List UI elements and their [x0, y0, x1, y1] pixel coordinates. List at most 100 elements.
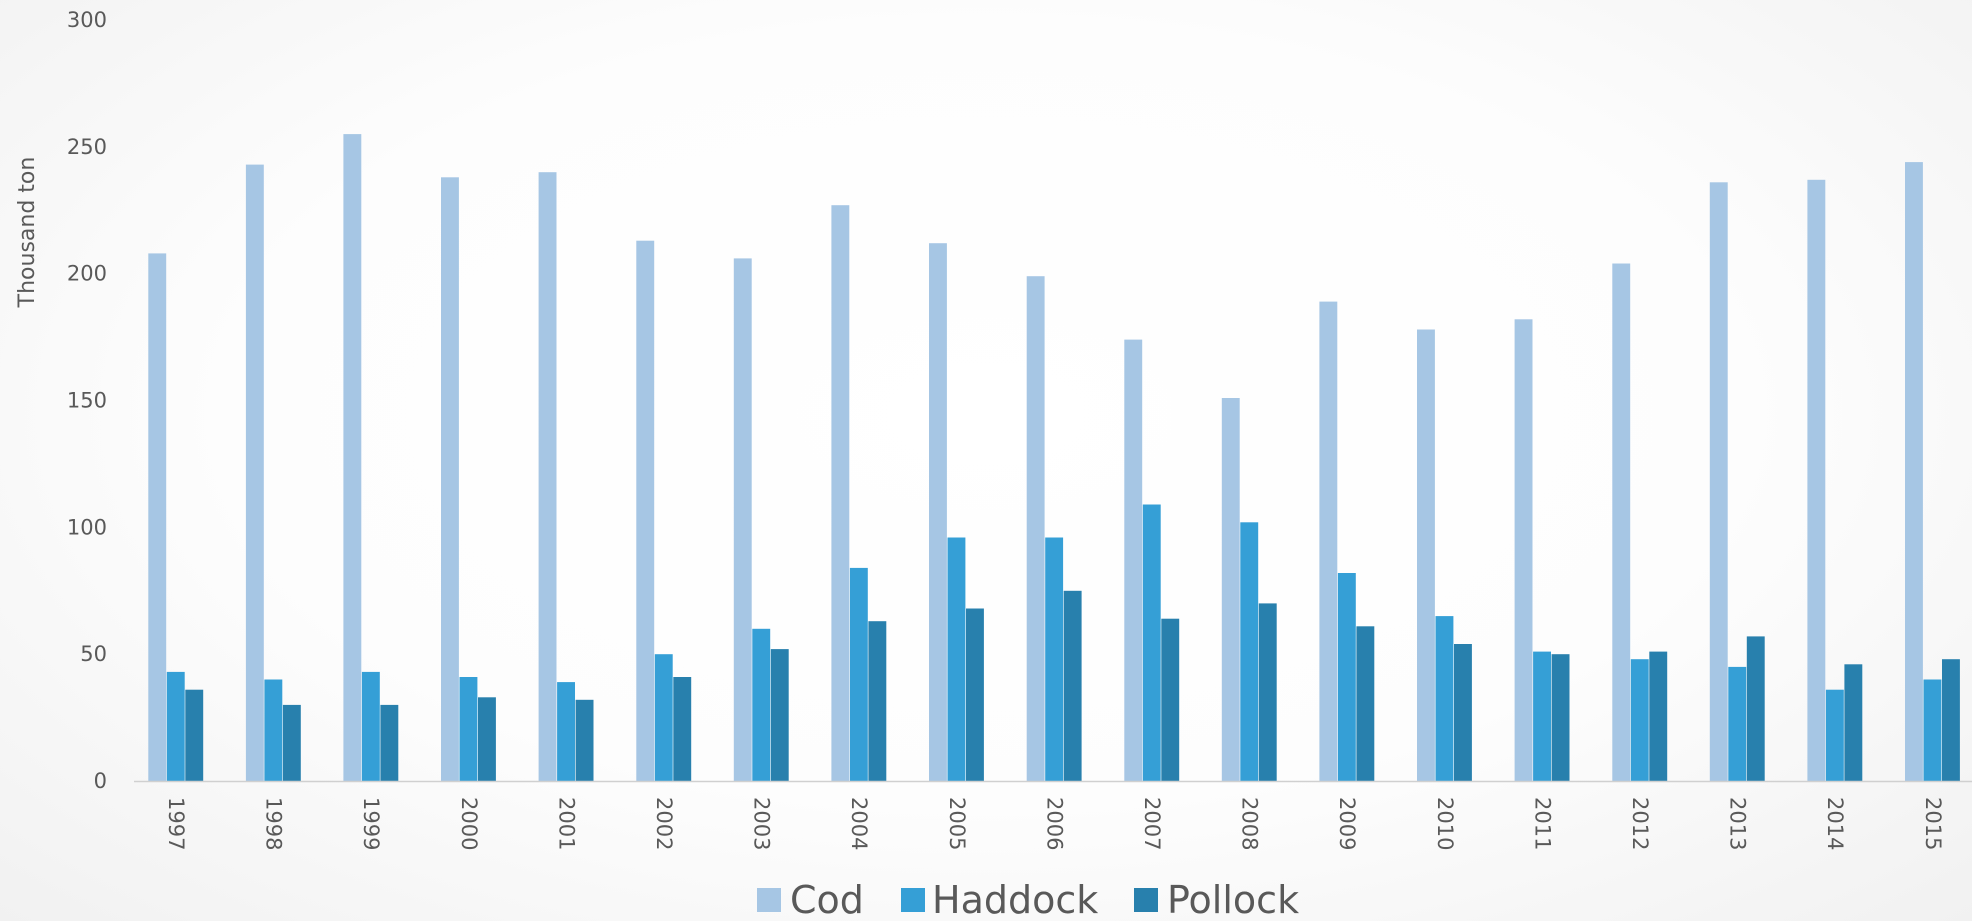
bar-group-2000 — [441, 177, 496, 782]
x-tick-label: 2010 — [1433, 797, 1457, 850]
legend-label: Cod — [790, 878, 864, 921]
bar-haddock-2003 — [752, 628, 771, 781]
legend-swatch — [1134, 888, 1158, 912]
bar-cod-1999 — [343, 134, 362, 782]
bars-layer — [148, 134, 1960, 782]
bar-cod-2006 — [1026, 276, 1045, 781]
bar-haddock-2007 — [1142, 504, 1161, 781]
legend-item-cod: Cod — [757, 878, 864, 921]
bar-haddock-2006 — [1045, 537, 1064, 781]
bar-group-1999 — [343, 134, 399, 782]
x-tick-label: 2006 — [1042, 797, 1066, 850]
bar-haddock-1998 — [264, 679, 283, 781]
bar-pollock-2008 — [1258, 603, 1277, 781]
bar-group-2006 — [1026, 276, 1082, 782]
bar-cod-2013 — [1709, 182, 1728, 782]
bar-cod-2002 — [636, 240, 655, 781]
legend-swatch — [757, 888, 781, 912]
bar-group-2015 — [1905, 162, 1960, 782]
bar-group-2007 — [1124, 339, 1180, 781]
x-tick-label: 2014 — [1823, 797, 1847, 850]
x-tick-label: 2001 — [554, 797, 578, 850]
x-tick-label: 1998 — [262, 797, 286, 850]
bar-haddock-2001 — [557, 682, 575, 781]
bar-pollock-2011 — [1551, 654, 1570, 781]
bar-pollock-1999 — [380, 704, 399, 781]
bar-haddock-2002 — [654, 654, 673, 781]
y-tick-label: 50 — [80, 642, 107, 666]
y-tick-label: 200 — [67, 262, 107, 286]
bar-cod-2000 — [441, 177, 459, 782]
bar-haddock-2012 — [1630, 659, 1649, 781]
bar-haddock-2011 — [1533, 651, 1551, 781]
bar-cod-2015 — [1905, 162, 1923, 782]
x-tick-label: 2000 — [457, 797, 481, 850]
bar-group-2009 — [1319, 301, 1375, 781]
x-tick-label: 2012 — [1628, 797, 1652, 850]
bar-group-2001 — [538, 172, 594, 781]
bar-pollock-2003 — [770, 649, 789, 781]
bar-haddock-2015 — [1923, 679, 1942, 781]
bar-pollock-2004 — [868, 621, 887, 781]
bar-cod-2005 — [929, 243, 947, 781]
bar-haddock-2009 — [1337, 573, 1356, 781]
bar-pollock-2006 — [1063, 590, 1082, 782]
bar-cod-2008 — [1221, 398, 1240, 781]
bar-pollock-2012 — [1649, 651, 1668, 781]
bar-cod-1998 — [245, 164, 264, 782]
x-tick-label: 2003 — [750, 797, 774, 850]
bar-haddock-2013 — [1728, 666, 1747, 781]
bar-haddock-1997 — [166, 671, 185, 781]
bar-group-2004 — [831, 205, 887, 781]
y-tick-label: 100 — [67, 515, 107, 539]
bar-cod-2010 — [1417, 329, 1435, 781]
x-tick-label: 1997 — [164, 797, 188, 850]
y-tick-label: 250 — [67, 135, 107, 159]
y-tick-label: 0 — [94, 769, 107, 793]
bar-haddock-2000 — [459, 677, 478, 781]
bar-pollock-2002 — [673, 677, 692, 781]
bar-group-2011 — [1514, 319, 1570, 781]
x-tick-label: 2005 — [945, 797, 969, 850]
bar-group-2014 — [1807, 179, 1863, 782]
bar-pollock-2015 — [1942, 659, 1960, 781]
legend-label: Haddock — [932, 878, 1098, 921]
bar-pollock-2013 — [1746, 636, 1765, 781]
y-axis: 0 50 100 150 200 250 300 — [67, 8, 107, 793]
bar-cod-2009 — [1319, 301, 1338, 781]
x-tick-label: 2004 — [847, 797, 871, 850]
bar-pollock-2001 — [575, 699, 594, 781]
bar-haddock-2004 — [849, 567, 868, 781]
bar-cod-1997 — [148, 253, 167, 781]
bar-pollock-2010 — [1454, 644, 1472, 781]
bar-haddock-2014 — [1825, 689, 1844, 781]
bar-pollock-2014 — [1844, 664, 1863, 781]
bar-cod-2001 — [538, 172, 557, 781]
x-axis: 1997 1998 1999 2000 2001 2002 2003 2004 2005 2006… — [134, 780, 1972, 850]
bar-cod-2014 — [1807, 179, 1826, 782]
x-tick-label: 2011 — [1530, 797, 1554, 850]
bar-haddock-1999 — [361, 671, 380, 781]
bar-cod-2007 — [1124, 339, 1143, 781]
bar-pollock-2000 — [478, 697, 496, 781]
x-tick-label: 2002 — [652, 797, 676, 850]
x-tick-label: 2013 — [1726, 797, 1750, 850]
bar-haddock-2005 — [947, 537, 966, 781]
x-tick-label: 2009 — [1335, 797, 1359, 850]
x-tick-label: 2007 — [1140, 797, 1164, 850]
bar-group-2008 — [1221, 398, 1277, 781]
y-tick-label: 300 — [67, 8, 107, 32]
bar-group-2013 — [1709, 182, 1765, 782]
bar-cod-2003 — [733, 258, 752, 781]
y-tick-label: 150 — [67, 389, 107, 413]
x-tick-label: 2015 — [1921, 797, 1945, 850]
bar-group-2010 — [1417, 329, 1472, 781]
bar-pollock-2005 — [966, 608, 984, 781]
bar-group-2005 — [929, 243, 984, 781]
x-tick-label: 2008 — [1238, 797, 1262, 850]
bar-group-2012 — [1612, 263, 1668, 781]
bar-group-2003 — [733, 258, 789, 781]
bar-cod-2004 — [831, 205, 850, 781]
